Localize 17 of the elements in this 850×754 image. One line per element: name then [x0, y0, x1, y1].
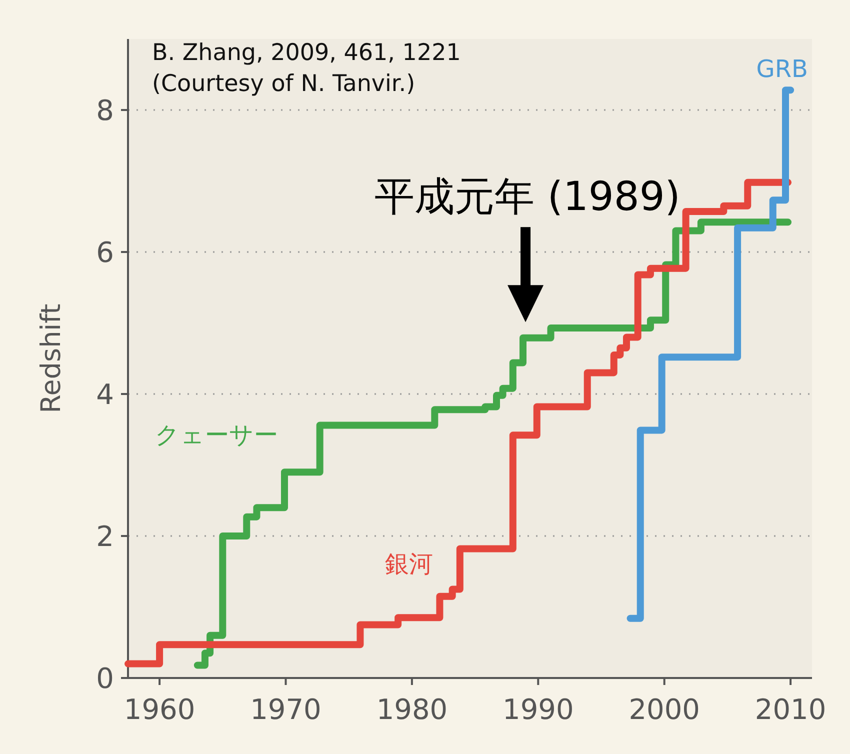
- series-label: 銀河: [385, 550, 433, 578]
- y-axis-title: Redshift: [36, 304, 67, 414]
- x-tick-label: 1990: [502, 693, 574, 726]
- x-tick-label: 2010: [754, 693, 826, 726]
- y-tick-label: 8: [96, 94, 114, 127]
- y-tick-label: 6: [96, 236, 114, 269]
- series-label: クェーサー: [155, 421, 278, 449]
- x-tick-label: 1970: [250, 693, 322, 726]
- annotation: B. Zhang, 2009, 461, 1221 (Courtesy of N. Tanvir.): [152, 40, 461, 97]
- y-tick-label: 2: [96, 520, 114, 553]
- annotation: 平成元年 (1989): [374, 174, 680, 220]
- y-tick-label: 4: [96, 378, 114, 411]
- x-tick-label: 2000: [628, 693, 700, 726]
- x-tick-label: 1980: [376, 693, 448, 726]
- y-tick-label: 0: [96, 662, 114, 695]
- series-label: GRB: [756, 55, 808, 83]
- x-tick-label: 1960: [124, 693, 196, 726]
